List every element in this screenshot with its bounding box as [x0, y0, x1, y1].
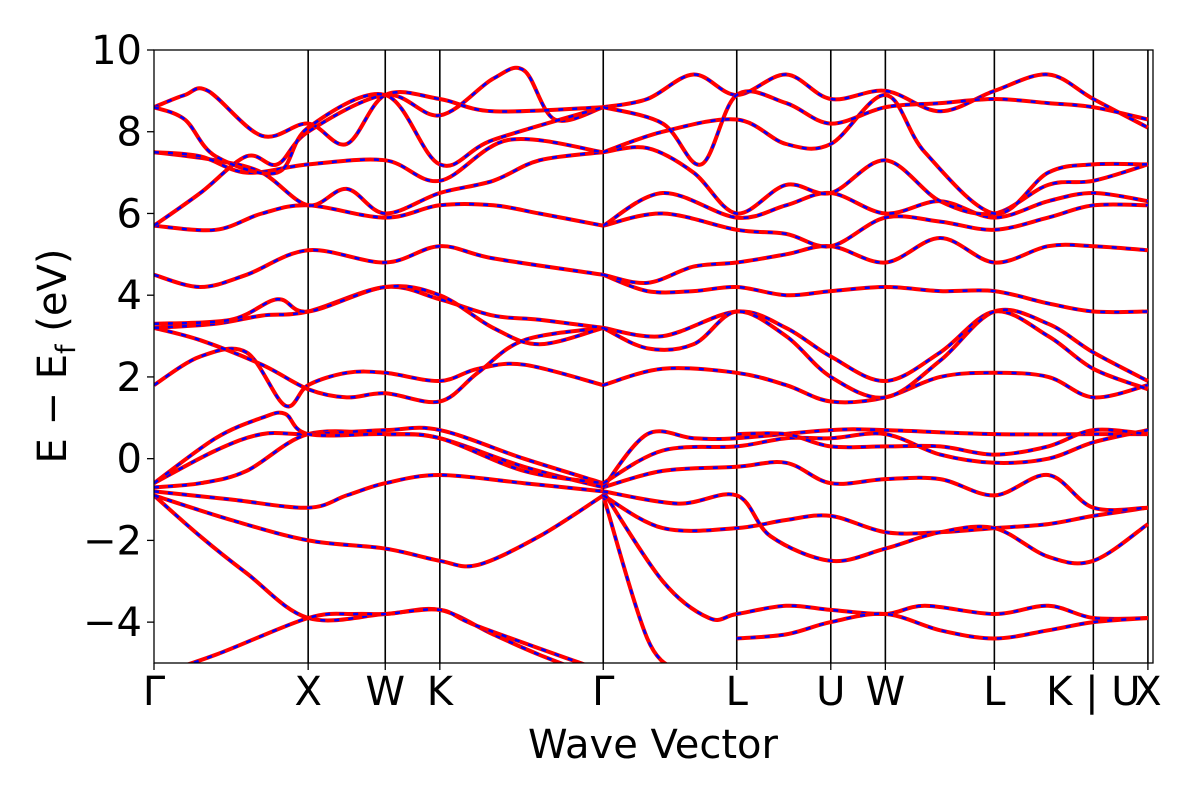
band-line-dashed	[154, 137, 604, 183]
band-line	[154, 284, 604, 347]
x-tick-label: W	[866, 669, 906, 715]
x-tick-label: Γ	[143, 669, 166, 715]
band-line	[602, 145, 1149, 217]
band-line-dashed	[154, 426, 604, 485]
band-line-dashed	[154, 494, 604, 568]
band-line-dashed	[602, 310, 1149, 391]
plot-frame	[153, 49, 1154, 664]
x-tick-label: K | U	[1046, 669, 1140, 715]
band-line-dashed	[154, 92, 604, 175]
band-line-dashed	[603, 490, 1149, 565]
band-line	[602, 307, 1149, 400]
x-tick-label: Γ	[592, 669, 615, 715]
band-line-dashed	[154, 411, 604, 485]
band-line-dashed	[188, 608, 584, 663]
band-line	[736, 427, 1149, 457]
x-tick-label: L	[726, 669, 749, 715]
band-line-dashed	[736, 612, 1148, 640]
band-line-dashed	[602, 90, 1149, 166]
y-tick-label: −4	[83, 600, 142, 646]
x-tick-label: W	[365, 669, 405, 715]
y-tick-label: 2	[117, 355, 142, 401]
band-line-dashed	[154, 202, 604, 232]
band-line-dashed	[154, 244, 604, 289]
x-tick-label: U	[816, 669, 845, 715]
x-axis-label: Wave Vector	[528, 722, 779, 768]
x-tick-label: X	[1134, 669, 1161, 715]
y-tick-label: 4	[117, 273, 142, 319]
band-line-dashed	[602, 490, 1148, 622]
band-line-dashed	[602, 494, 1149, 535]
band-line-dashed	[602, 495, 667, 663]
band-line-dashed	[154, 150, 604, 215]
y-axis-label-unit: (eV)	[30, 249, 76, 345]
x-tick-label: L	[983, 669, 1006, 715]
band-line	[602, 93, 1148, 216]
band-line	[602, 190, 1149, 228]
plot-background	[154, 50, 1153, 663]
band-line	[154, 473, 604, 510]
x-tick-label: K	[427, 669, 455, 715]
band-line	[602, 72, 1149, 130]
y-tick-label: 6	[117, 191, 142, 237]
band-line-dashed	[154, 326, 604, 404]
band-lines	[154, 65, 1150, 663]
band-line	[602, 460, 1148, 513]
y-axis-label-main: E − E	[30, 354, 76, 464]
band-line	[602, 272, 1148, 315]
y-axis-label: E − Ef (eV)	[30, 249, 82, 464]
band-line-dashed	[602, 236, 1148, 285]
y-tick-label: −2	[83, 518, 142, 564]
y-axis-ticks: −4 −2 0 2 4 6 8 10	[83, 28, 154, 646]
y-axis-label-subscript: f	[51, 343, 82, 354]
band-line-dashed	[602, 203, 1148, 248]
y-tick-label: 0	[117, 437, 142, 483]
x-tick-label: X	[294, 669, 321, 715]
band-line-dashed	[154, 87, 604, 146]
band-line-dashed	[602, 428, 1148, 489]
band-line-dashed	[154, 347, 604, 408]
y-tick-label: 10	[91, 28, 142, 74]
band-line	[602, 428, 1149, 485]
y-tick-label: 8	[117, 110, 142, 156]
